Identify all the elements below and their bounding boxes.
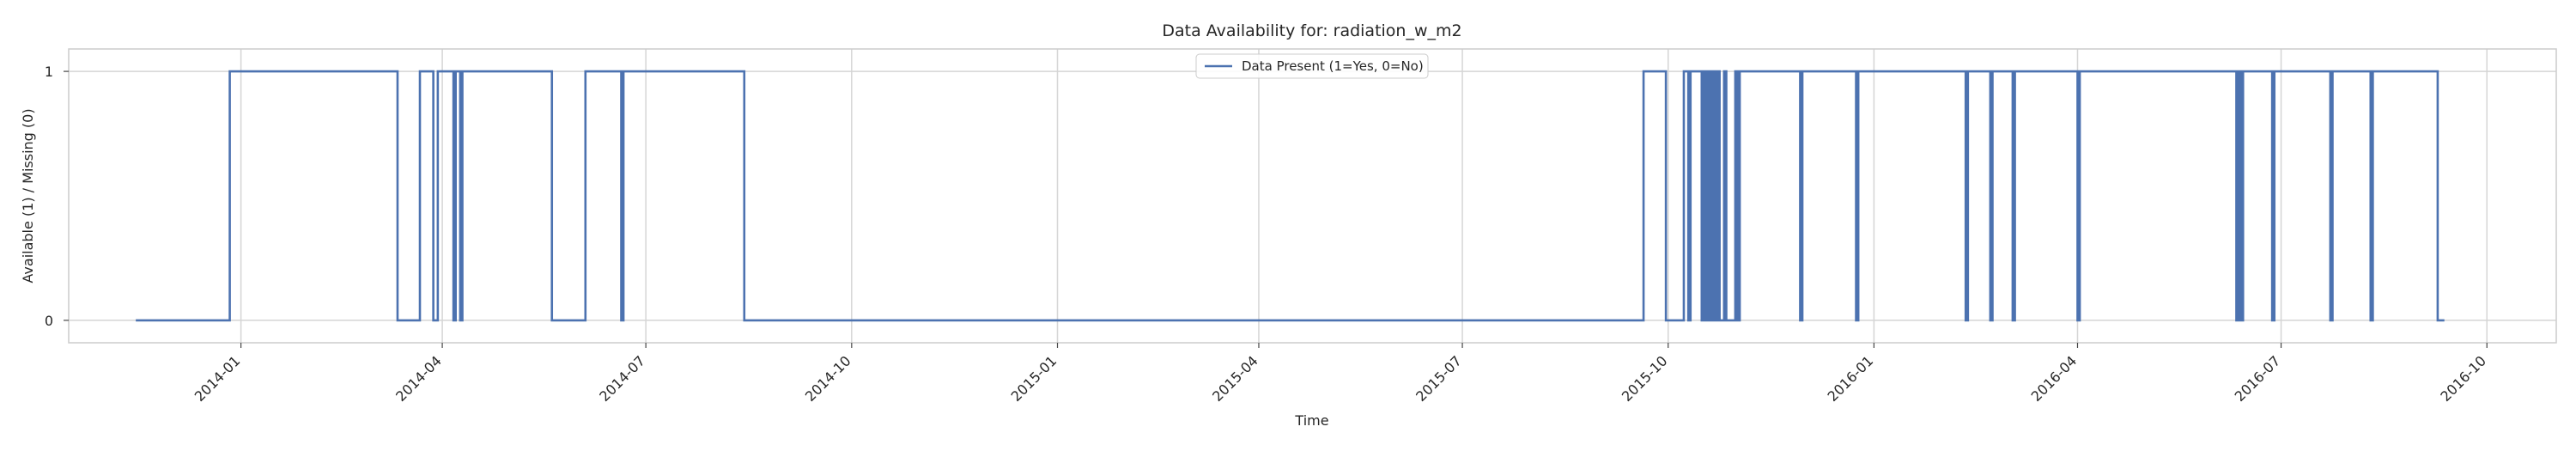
legend: Data Present (1=Yes, 0=No): [1195, 53, 1429, 79]
y-axis-ticks: 01: [45, 64, 69, 329]
legend-box: [1195, 53, 1429, 79]
series-layer: [136, 70, 2445, 322]
x-axis-title: Time: [1294, 412, 1328, 429]
y-axis-title: Available (1) / Missing (0): [20, 108, 36, 283]
legend-label: Data Present (1=Yes, 0=No): [1242, 58, 1424, 74]
plot-area: [69, 49, 2556, 343]
y-tick-label: 1: [45, 64, 53, 80]
chart-title: Data Availability for: radiation_w_m2: [1162, 21, 1461, 40]
plot-frame: [68, 48, 2557, 344]
y-tick-label: 0: [45, 313, 53, 329]
series-line-0: [136, 70, 2445, 322]
